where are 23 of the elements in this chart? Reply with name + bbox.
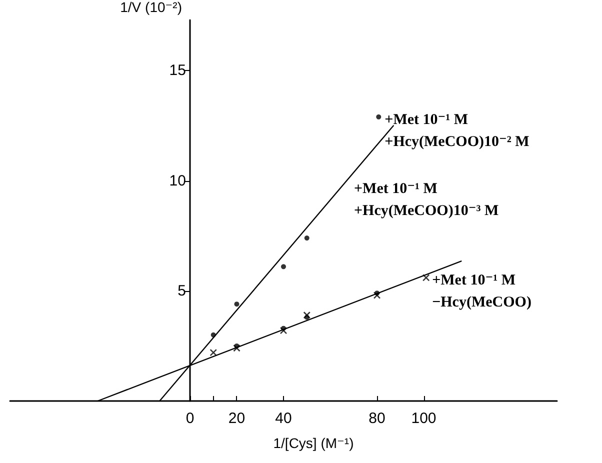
- point: [303, 311, 311, 319]
- y-axis-title: 1/V (10⁻²): [120, 0, 182, 15]
- point: [280, 326, 288, 334]
- y-tick-label: 15: [169, 62, 186, 80]
- point: [422, 274, 430, 282]
- annotation: +Met 10⁻¹ M +Hcy(MeCOO)10⁻³ M: [354, 181, 499, 219]
- x-tick-label: 0: [186, 410, 194, 427]
- x-tick-label: 80: [368, 410, 386, 427]
- x-tick-label: 20: [228, 410, 246, 427]
- x-tick-label: 40: [275, 410, 292, 427]
- point: [376, 114, 382, 120]
- point: [234, 302, 240, 307]
- y-tick-label: 10: [169, 172, 186, 190]
- x-axis-title: 1/[Cys] (M⁻¹): [273, 435, 354, 451]
- y-tick-label: 5: [178, 282, 186, 300]
- point: [233, 344, 240, 352]
- point: [373, 292, 381, 299]
- point: [210, 348, 218, 356]
- annotation: +Met 10⁻¹ M +Hcy(MeCOO)10⁻² M: [384, 112, 530, 150]
- point: [281, 264, 286, 270]
- point: [304, 236, 310, 241]
- x-tick-label: 100: [411, 410, 436, 427]
- annotation: +Met 10⁻¹ M −Hcy(MeCOO): [432, 272, 532, 311]
